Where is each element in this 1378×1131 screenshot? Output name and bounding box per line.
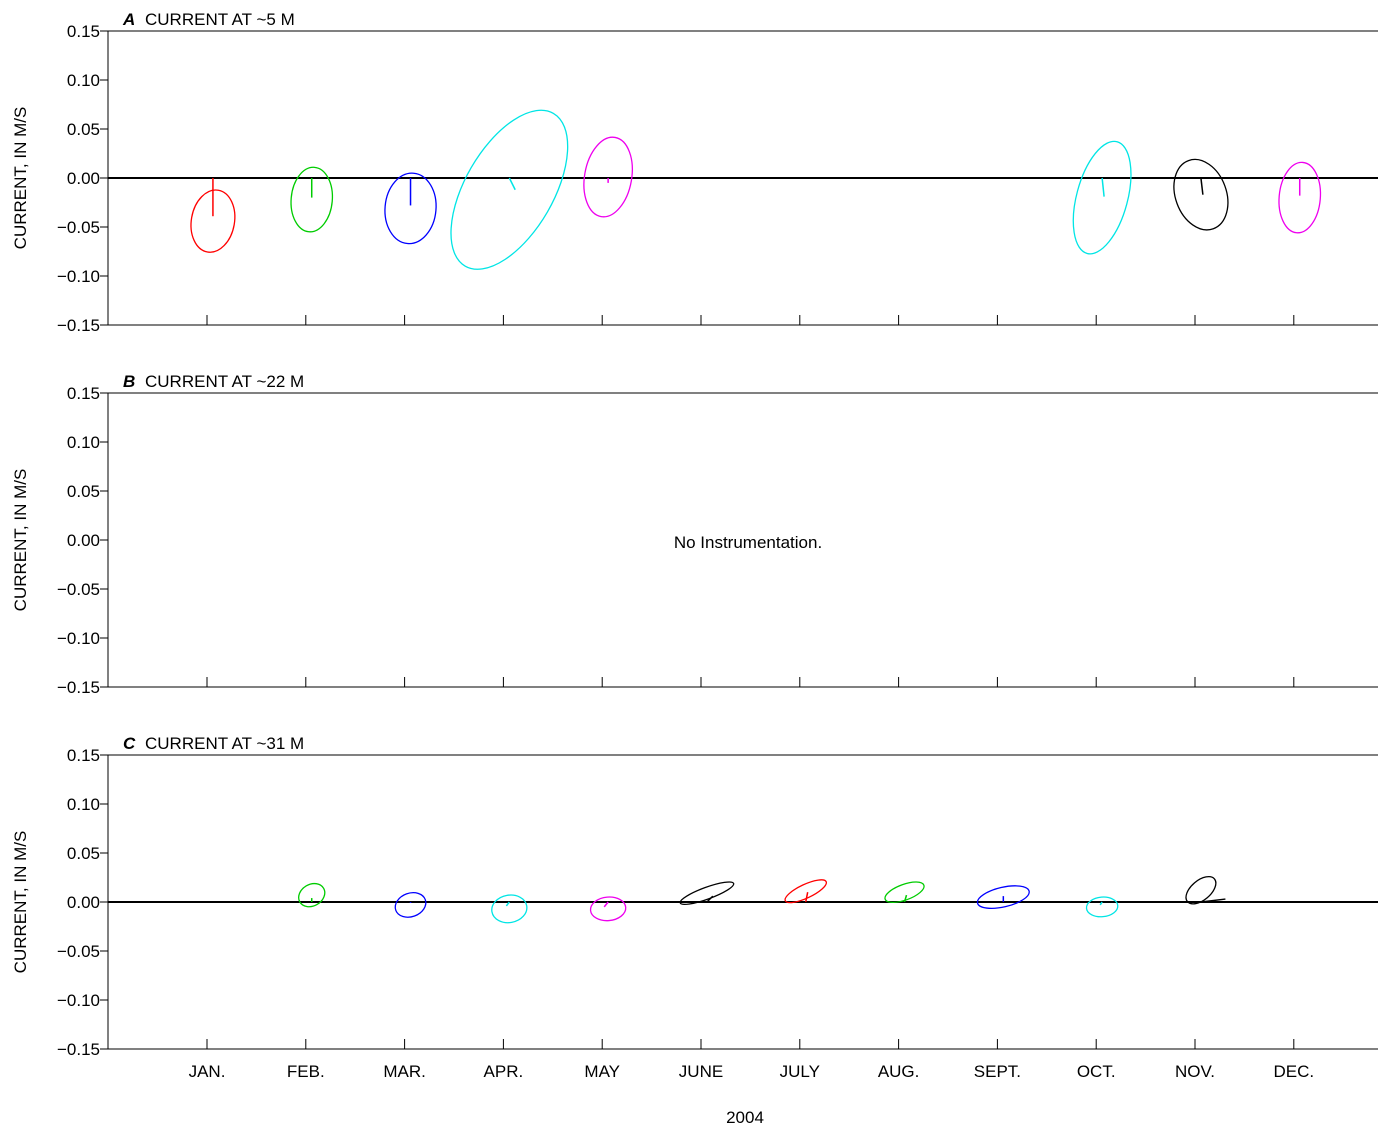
- variance-ellipse-apr: [450, 109, 569, 270]
- panel-title: CURRENT AT ~5 M: [145, 10, 295, 29]
- mean-current-vector-oct: [1101, 177, 1105, 197]
- mean-current-vector-nov: [1200, 177, 1204, 195]
- mean-current-vector-july: [804, 892, 809, 903]
- variance-ellipse-aug: [884, 881, 925, 904]
- variance-ellipse-jan: [190, 189, 236, 253]
- mean-current-vector-oct: [1099, 901, 1103, 906]
- mean-current-vector-apr: [508, 177, 516, 191]
- y-tick-label: 0.15: [67, 22, 100, 41]
- month-label: APR.: [484, 1062, 524, 1081]
- y-tick-label: 0.10: [67, 795, 100, 814]
- y-tick-label: 0.00: [67, 531, 100, 550]
- mean-current-vector-nov: [1200, 898, 1226, 903]
- variance-ellipse-mar: [394, 892, 427, 918]
- y-tick-label: −0.10: [57, 267, 100, 286]
- y-tick-label: −0.05: [57, 218, 100, 237]
- variance-ellipse-dec: [1278, 161, 1322, 234]
- y-tick-label: −0.15: [57, 678, 100, 697]
- panel-title: CURRENT AT ~22 M: [145, 372, 304, 391]
- y-tick-label: −0.15: [57, 1040, 100, 1059]
- variance-ellipse-oct: [1072, 140, 1132, 255]
- y-tick-label: 0.05: [67, 120, 100, 139]
- y-tick-label: −0.10: [57, 629, 100, 648]
- month-label: NOV.: [1175, 1062, 1215, 1081]
- variance-ellipse-oct: [1085, 896, 1119, 918]
- variance-ellipse-june: [679, 881, 735, 906]
- y-tick-label: −0.10: [57, 991, 100, 1010]
- y-tick-label: 0.00: [67, 893, 100, 912]
- variance-ellipse-july: [784, 879, 828, 904]
- mean-current-vector-aug: [903, 894, 908, 903]
- variance-ellipse-apr: [491, 894, 528, 924]
- panel-note: No Instrumentation.: [674, 533, 822, 552]
- month-label: AUG.: [878, 1062, 920, 1081]
- variance-ellipse-may: [583, 136, 633, 218]
- month-label: DEC.: [1273, 1062, 1314, 1081]
- y-axis-label: CURRENT, IN M/S: [11, 107, 30, 250]
- x-axis-title: 2004: [726, 1108, 764, 1127]
- y-axis-label: CURRENT, IN M/S: [11, 831, 30, 974]
- month-label: JUNE: [679, 1062, 723, 1081]
- y-axis-label: CURRENT, IN M/S: [11, 469, 30, 612]
- y-tick-label: 0.00: [67, 169, 100, 188]
- month-label: FEB.: [287, 1062, 325, 1081]
- variance-ellipse-mar: [384, 172, 437, 245]
- panel-letter: A: [122, 10, 135, 29]
- mean-current-vector-may: [603, 901, 609, 908]
- variance-ellipse-nov: [1185, 875, 1217, 905]
- variance-ellipse-nov: [1173, 158, 1229, 231]
- variance-ellipse-feb: [290, 166, 334, 233]
- mean-current-vector-apr: [505, 901, 510, 907]
- month-label: SEPT.: [974, 1062, 1021, 1081]
- y-tick-label: −0.05: [57, 580, 100, 599]
- month-label: JULY: [780, 1062, 820, 1081]
- month-label: MAY: [584, 1062, 620, 1081]
- variance-ellipse-feb: [298, 882, 326, 908]
- y-tick-label: 0.15: [67, 746, 100, 765]
- y-tick-label: −0.15: [57, 316, 100, 335]
- y-tick-label: 0.15: [67, 384, 100, 403]
- y-tick-label: 0.10: [67, 71, 100, 90]
- month-label: JAN.: [189, 1062, 226, 1081]
- y-tick-label: 0.05: [67, 844, 100, 863]
- variance-ellipse-sept: [976, 885, 1030, 910]
- y-tick-label: −0.05: [57, 942, 100, 961]
- y-tick-label: 0.10: [67, 433, 100, 452]
- panel-letter: B: [123, 372, 135, 391]
- month-label: OCT.: [1077, 1062, 1116, 1081]
- mean-current-vector-june: [706, 895, 714, 903]
- month-label: MAR.: [383, 1062, 426, 1081]
- variance-ellipse-may: [589, 896, 627, 922]
- panel-title: CURRENT AT ~31 M: [145, 734, 304, 753]
- panel-letter: C: [123, 734, 136, 753]
- y-tick-label: 0.05: [67, 482, 100, 501]
